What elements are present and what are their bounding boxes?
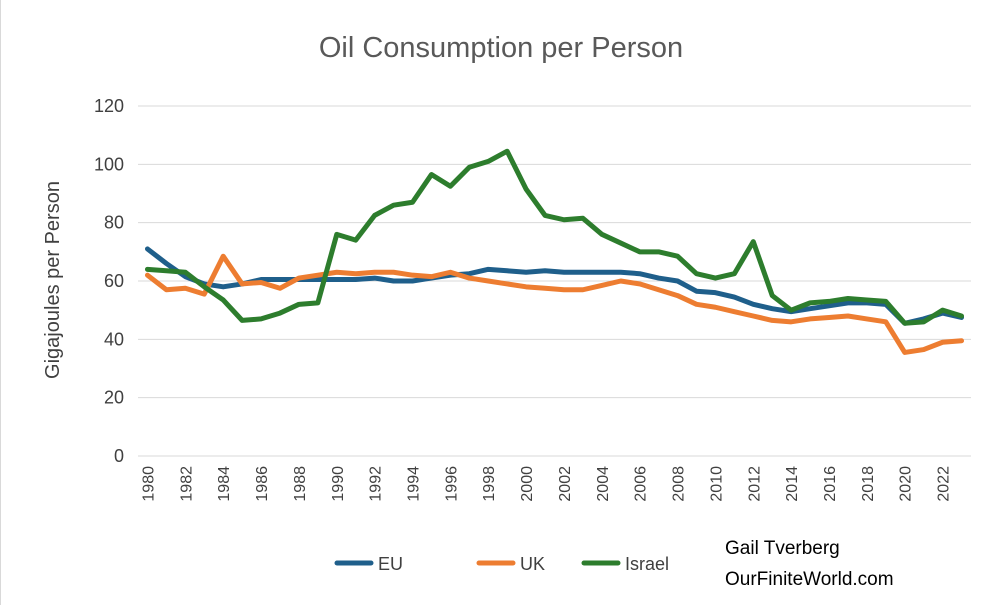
chart-title: Oil Consumption per Person xyxy=(319,32,683,64)
y-tick-label-60: 60 xyxy=(104,271,124,291)
x-tick-label-1986: 1986 xyxy=(254,466,271,502)
x-tick-label-2006: 2006 xyxy=(633,466,650,502)
x-tick-label-2010: 2010 xyxy=(708,466,725,502)
x-tick-label-1998: 1998 xyxy=(481,466,498,502)
legend-label-eu: EU xyxy=(378,554,403,574)
y-axis-label: Gigajoules per Person xyxy=(42,181,64,379)
x-tick-label-1990: 1990 xyxy=(330,466,347,502)
series-line-eu xyxy=(144,246,965,326)
legend: EU UK Israel xyxy=(334,554,669,574)
x-tick-label-2018: 2018 xyxy=(860,466,877,502)
y-tick-label-20: 20 xyxy=(104,388,124,408)
x-tick-label-2020: 2020 xyxy=(898,466,915,502)
series-line-israel xyxy=(144,148,965,326)
y-tick-label-40: 40 xyxy=(104,329,124,349)
x-tick-label-2012: 2012 xyxy=(746,466,763,502)
x-tick-labels: 1980 1982 1984 1986 1988 1990 1992 1994 1996 1998… xyxy=(140,466,952,502)
x-tick-label-2016: 2016 xyxy=(822,466,839,502)
x-tick-label-1984: 1984 xyxy=(216,466,233,502)
x-tick-label-1982: 1982 xyxy=(178,466,195,502)
y-tick-labels: 0 20 40 60 80 100 120 xyxy=(94,96,124,466)
x-tick-label-2008: 2008 xyxy=(671,466,688,502)
series-layer xyxy=(144,148,965,355)
x-tick-label-1994: 1994 xyxy=(406,466,423,502)
x-tick-label-2022: 2022 xyxy=(936,466,953,502)
x-tick-label-2002: 2002 xyxy=(557,466,574,502)
x-tick-label-2000: 2000 xyxy=(519,466,536,502)
x-tick-label-1980: 1980 xyxy=(140,466,157,502)
x-tick-label-2014: 2014 xyxy=(784,466,801,502)
y-tick-label-80: 80 xyxy=(104,213,124,233)
y-tick-label-0: 0 xyxy=(114,446,124,466)
legend-label-uk: UK xyxy=(520,554,545,574)
credit-author: Gail Tverberg xyxy=(725,538,840,559)
x-tick-label-2004: 2004 xyxy=(595,466,612,502)
x-tick-label-1992: 1992 xyxy=(368,466,385,502)
credit-website: OurFiniteWorld.com xyxy=(725,569,894,590)
x-tick-label-1988: 1988 xyxy=(292,466,309,502)
y-tick-label-120: 120 xyxy=(94,96,124,116)
x-tick-label-1996: 1996 xyxy=(443,466,460,502)
series-line-uk xyxy=(144,253,965,355)
legend-label-israel: Israel xyxy=(625,554,669,574)
y-tick-label-100: 100 xyxy=(94,154,124,174)
